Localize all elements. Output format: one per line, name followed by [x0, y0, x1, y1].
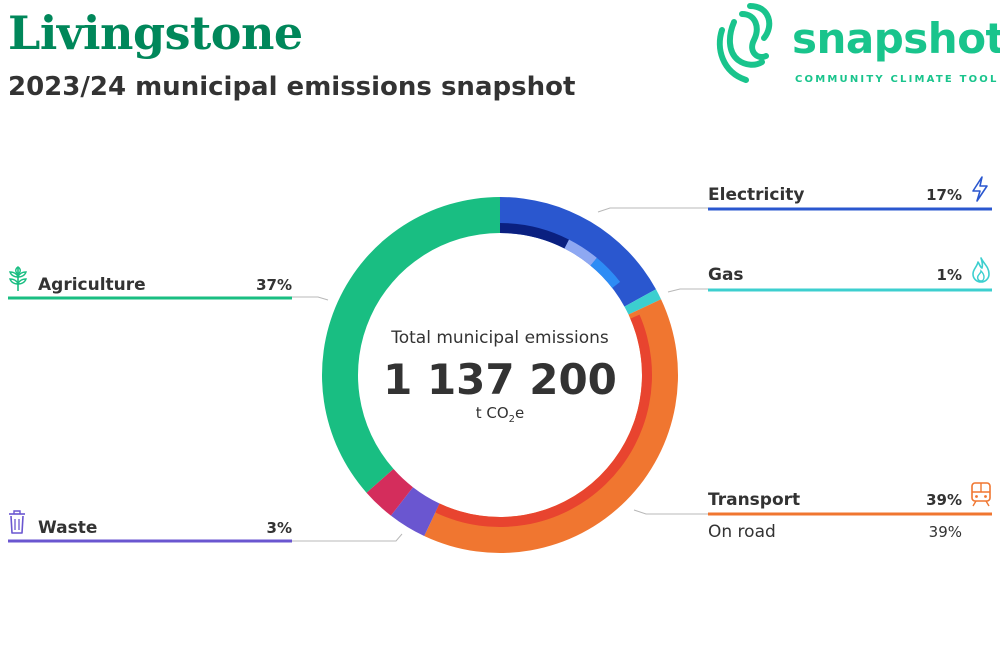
- inner-ring: [435, 223, 653, 528]
- transport-leader-line: [633, 509, 708, 515]
- electricity-percent: 17%: [926, 186, 962, 204]
- train-icon: [971, 482, 991, 507]
- unit-subscript: 2: [508, 414, 516, 425]
- gas-leader-line: [667, 288, 708, 293]
- inner-segment-unlabeled-1: [564, 239, 597, 266]
- page-title: Livingstone: [8, 6, 303, 60]
- on-road-label: On road: [708, 522, 776, 542]
- trash-icon: [9, 510, 25, 534]
- transport-percent: 39%: [926, 491, 962, 509]
- logo-tagline: COMMUNITY CLIMATE TOOL: [795, 74, 999, 85]
- waste-label: Waste: [38, 518, 98, 538]
- electricity-label: Electricity: [708, 185, 805, 205]
- waste-percent: 3%: [266, 519, 292, 537]
- on-road-percent: 39%: [928, 523, 962, 541]
- center-unit: t CO2e: [360, 404, 640, 425]
- outer-segment-transport: [424, 299, 678, 553]
- waste-leader-line: [292, 533, 403, 542]
- gas-label: Gas: [708, 265, 744, 285]
- logo-wordmark: snapshot: [792, 14, 1000, 63]
- agriculture-percent: 37%: [256, 276, 292, 294]
- gas-percent: 1%: [936, 266, 962, 284]
- inner-segment-unlabeled-0: [500, 223, 570, 249]
- outer-segment-agriculture: [322, 197, 500, 493]
- unit-prefix: t CO: [475, 404, 509, 422]
- outer-segment-unlabeled-3: [390, 487, 440, 537]
- wheat-icon: [9, 266, 27, 291]
- snapshot-logo: snapshot COMMUNITY CLIMATE TOOL: [712, 0, 1000, 92]
- outer-segment-gas: [624, 289, 662, 315]
- unit-suffix: e: [515, 404, 525, 422]
- flame-icon: [972, 257, 990, 283]
- center-total-value: 1 137 200: [383, 355, 617, 404]
- center-label: Total municipal emissions: [391, 328, 609, 348]
- agriculture-leader-line: [292, 296, 329, 301]
- inner-segment-unlabeled-2: [590, 257, 621, 288]
- lightning-icon: [972, 176, 988, 202]
- electricity-leader-line: [597, 207, 708, 213]
- agriculture-label: Agriculture: [38, 275, 146, 295]
- page-subtitle: 2023/24 municipal emissions snapshot: [8, 72, 576, 102]
- outer-segment-unlabeled-4: [366, 468, 413, 516]
- transport-label: Transport: [708, 490, 801, 510]
- snapshot-logo-icon: [716, 3, 773, 83]
